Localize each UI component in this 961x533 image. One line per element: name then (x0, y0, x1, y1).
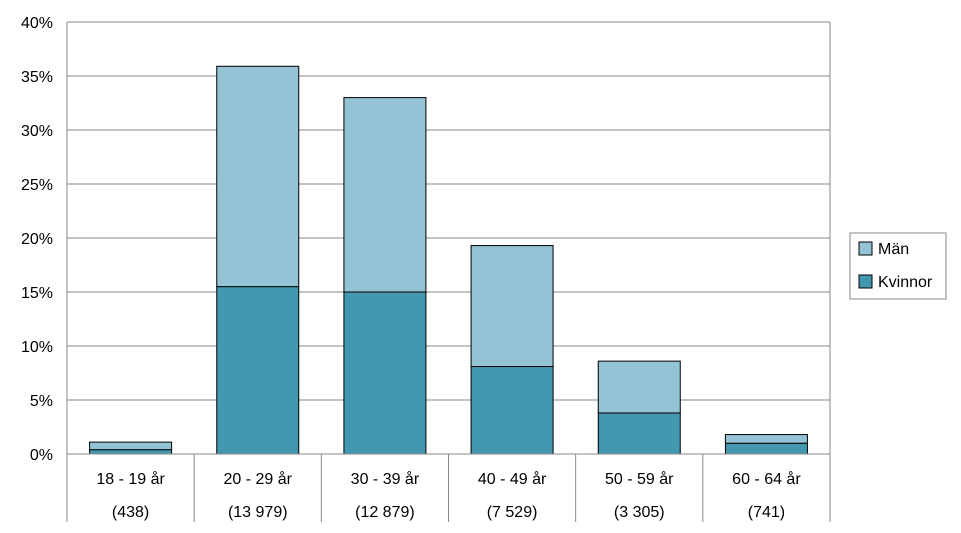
x-category-label: 20 - 29 år (224, 470, 293, 488)
y-tick-label: 35% (21, 69, 53, 86)
bar-m-n (724, 434, 808, 444)
bar-m-n (89, 441, 173, 451)
x-category-count: (7 529) (487, 504, 538, 521)
y-tick-label: 5% (30, 393, 53, 410)
bar-kvinnor (89, 449, 173, 455)
gridlines (66, 21, 831, 454)
y-axis-ticks: 0% 5% 10% 15% 20% 25% 30% 35% 40% (21, 15, 53, 464)
bar-m-n (470, 245, 554, 368)
y-tick-label: 10% (21, 339, 53, 356)
x-category-count: (12 879) (355, 504, 415, 521)
x-category-label: 40 - 49 år (478, 470, 547, 488)
bar-m-n (597, 360, 681, 414)
legend-swatch (858, 241, 873, 256)
bar-kvinnor (216, 286, 300, 455)
legend: Män Kvinnor (849, 232, 947, 300)
bar-kvinnor (597, 412, 681, 455)
y-tick-label: 0% (30, 447, 53, 464)
bars (89, 65, 808, 455)
bar-kvinnor (343, 291, 427, 455)
legend-label: Kvinnor (878, 274, 933, 291)
y-tick-label: 30% (21, 123, 53, 140)
x-category-label: 50 - 59 år (605, 470, 674, 488)
x-category-count: (3 305) (614, 504, 665, 521)
y-tick-label: 20% (21, 231, 53, 248)
y-tick-label: 15% (21, 285, 53, 302)
x-category-label: 18 - 19 år (96, 470, 165, 488)
legend-label: Män (878, 241, 909, 258)
bar-m-n (216, 65, 300, 288)
y-tick-label: 25% (21, 177, 53, 194)
bar-kvinnor (470, 366, 554, 455)
legend-swatch (858, 274, 873, 289)
bar-kvinnor (724, 442, 808, 455)
x-category-label: 60 - 64 år (732, 470, 801, 488)
y-tick-label: 40% (21, 15, 53, 32)
x-category-count: (13 979) (228, 504, 288, 521)
x-axis: 18 - 19 år (438) 20 - 29 år (13 979) 30 - 39… (66, 453, 831, 522)
x-category-count: (438) (112, 504, 149, 521)
x-category-label: 30 - 39 år (351, 470, 420, 488)
x-category-count: (741) (748, 504, 785, 521)
bar-m-n (343, 97, 427, 293)
